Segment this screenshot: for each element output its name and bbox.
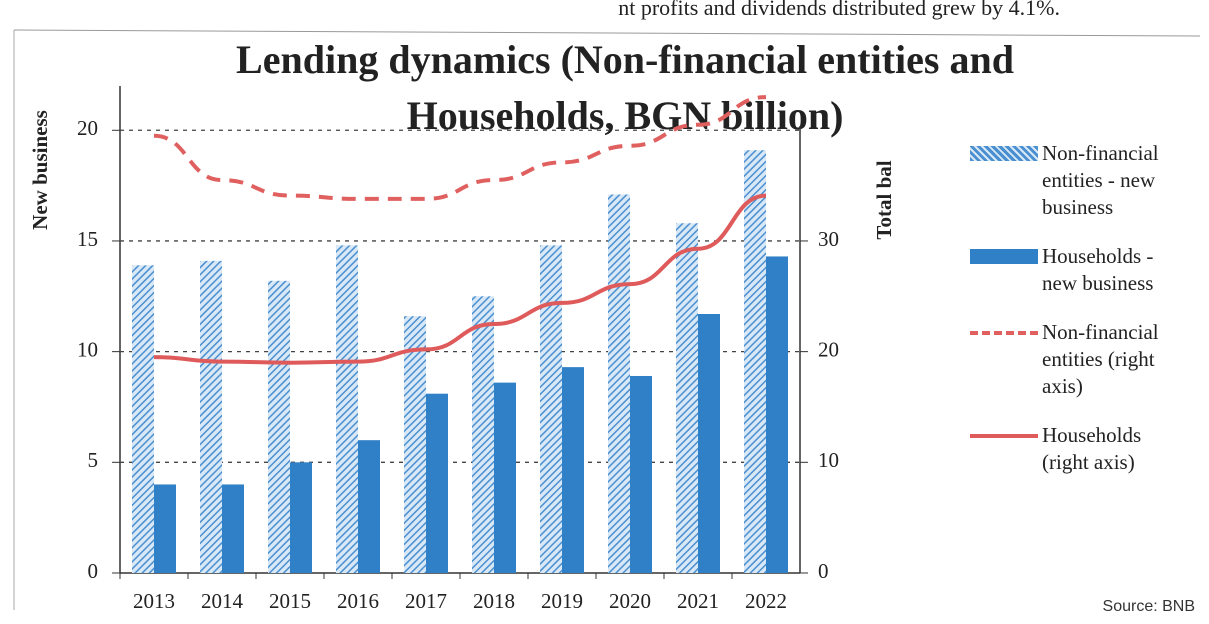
bar [494, 382, 516, 573]
bar [336, 245, 358, 573]
y2-tick-label: 30 [818, 227, 839, 251]
legend-item: Non-financial entities (right axis) [970, 319, 1205, 400]
legend-label: Households (right axis) [1042, 423, 1142, 474]
bar [404, 316, 426, 573]
swatch [970, 433, 1038, 438]
x-tick-label: 2014 [201, 589, 244, 613]
legend-swatch [970, 140, 1042, 167]
bar [472, 296, 494, 573]
legend-label: Non-financial entities (right axis) [1042, 320, 1159, 398]
bar [608, 194, 630, 573]
bar [698, 314, 720, 573]
bar [562, 367, 584, 573]
bar [132, 265, 154, 573]
bar [290, 462, 312, 573]
bar [630, 375, 652, 573]
bar [676, 223, 698, 573]
legend-swatch [970, 243, 1042, 270]
bar [540, 245, 562, 573]
y2-tick-label: 20 [818, 337, 839, 361]
bar [426, 393, 448, 573]
x-tick-label: 2017 [405, 589, 447, 613]
frame-line [13, 29, 1201, 37]
y2-tick-label: 10 [818, 448, 839, 472]
legend-swatch [970, 422, 1042, 449]
x-tick-label: 2015 [269, 589, 311, 613]
line [153, 95, 767, 201]
swatch [970, 330, 1038, 335]
legend-label: Non-financial entities - new business [1042, 141, 1159, 219]
bar [200, 260, 222, 573]
bar [744, 150, 766, 574]
legend-swatch [970, 319, 1042, 346]
y2-tick-label: 0 [818, 559, 829, 583]
bar [222, 484, 244, 573]
x-tick-label: 2019 [541, 589, 583, 613]
legend-item: Non-financial entities - new business [970, 140, 1205, 221]
x-tick-label: 2018 [473, 589, 515, 613]
bar [154, 484, 176, 573]
y-tick-label: 10 [77, 337, 98, 361]
y-axis-label: New business [28, 110, 52, 230]
y-tick-label: 0 [88, 559, 99, 583]
swatch [970, 249, 1038, 264]
y2-axis-label: Total bal [872, 160, 896, 239]
line [153, 193, 767, 365]
legend-item: Households - new business [970, 243, 1205, 297]
chart-title: Households, BGN billion) [407, 93, 844, 138]
bar [766, 256, 788, 573]
bar [358, 440, 380, 573]
x-tick-label: 2013 [133, 589, 175, 613]
x-tick-label: 2022 [745, 589, 787, 613]
y-tick-label: 20 [77, 116, 98, 140]
legend-item: Households (right axis) [970, 422, 1205, 476]
y-tick-label: 15 [77, 227, 98, 251]
legend: Non-financial entities - new business Hou… [970, 140, 1205, 498]
source: Source: BNB [1102, 598, 1195, 615]
swatch [970, 146, 1038, 161]
x-tick-label: 2016 [337, 589, 379, 613]
page-text: nt profits and dividends distributed gre… [618, 0, 1060, 20]
legend-label: Households - new business [1042, 244, 1154, 295]
chart-title: Lending dynamics (Non-financial entities… [236, 37, 1014, 82]
bar [268, 280, 290, 573]
y-tick-label: 5 [88, 448, 99, 472]
x-tick-label: 2020 [609, 589, 651, 613]
x-tick-label: 2021 [677, 589, 719, 613]
